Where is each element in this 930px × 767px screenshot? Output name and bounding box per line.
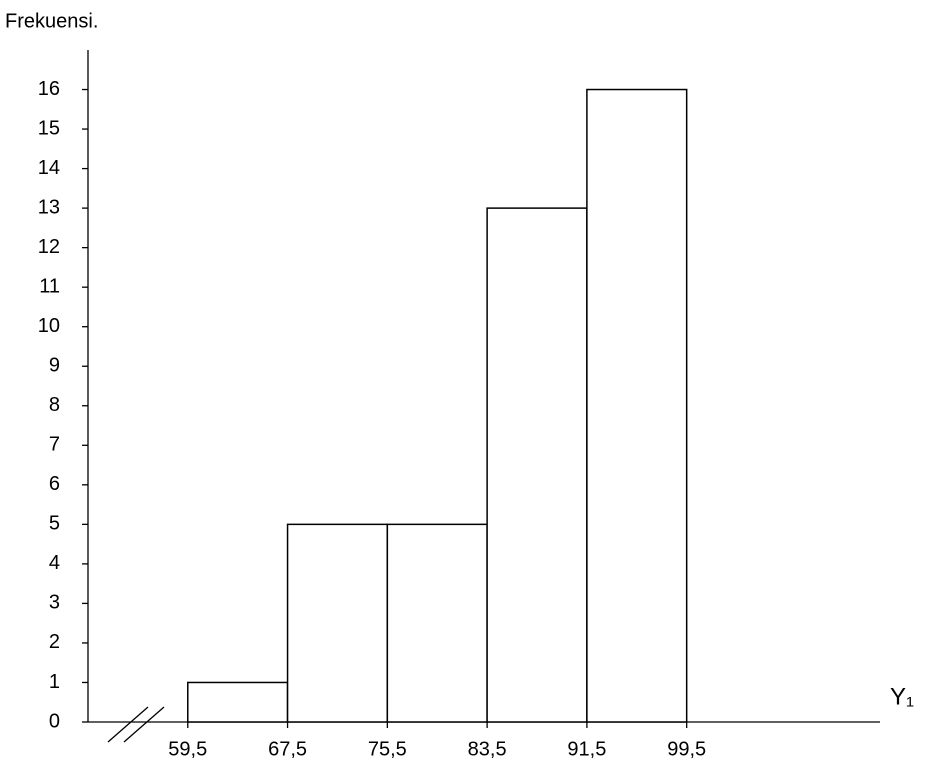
y-tick-label: 9 bbox=[49, 355, 60, 377]
y-tick-label: 0 bbox=[49, 710, 60, 732]
y-tick-label: 13 bbox=[38, 196, 60, 218]
x-tick-label: 91,5 bbox=[567, 738, 606, 760]
axis-break bbox=[124, 707, 164, 742]
y-tick-label: 12 bbox=[38, 236, 60, 258]
y-tick-label: 11 bbox=[39, 275, 60, 297]
chart: Frekuensi. Y₁ 01234567891011121314151659… bbox=[0, 0, 930, 767]
x-axis-label: Y₁ bbox=[890, 683, 914, 710]
y-tick-label: 5 bbox=[49, 513, 60, 535]
y-tick-label: 16 bbox=[38, 78, 60, 100]
bar bbox=[487, 208, 587, 722]
y-tick-label: 3 bbox=[49, 592, 60, 614]
x-tick-label: 83,5 bbox=[468, 738, 507, 760]
y-tick-label: 14 bbox=[38, 157, 60, 179]
axis-break bbox=[108, 707, 148, 742]
x-tick-label: 59,5 bbox=[168, 738, 207, 760]
bar bbox=[387, 524, 487, 722]
bar bbox=[188, 682, 288, 722]
page: {"chart_data": {"type": "histogram", "y_… bbox=[0, 0, 930, 767]
y-tick-label: 8 bbox=[49, 394, 60, 416]
bar bbox=[288, 524, 388, 722]
y-tick-label: 6 bbox=[49, 473, 60, 495]
x-tick-label: 75,5 bbox=[368, 738, 407, 760]
y-tick-label: 15 bbox=[38, 117, 60, 139]
y-tick-label: 4 bbox=[49, 552, 60, 574]
x-tick-label: 67,5 bbox=[268, 738, 307, 760]
y-tick-label: 1 bbox=[49, 671, 60, 693]
y-tick-label: 7 bbox=[49, 434, 60, 456]
bar bbox=[587, 90, 687, 722]
x-tick-label: 99,5 bbox=[667, 738, 706, 760]
y-tick-label: 10 bbox=[38, 315, 60, 337]
y-axis-label: Frekuensi. bbox=[5, 10, 98, 32]
y-tick-label: 2 bbox=[49, 631, 60, 653]
